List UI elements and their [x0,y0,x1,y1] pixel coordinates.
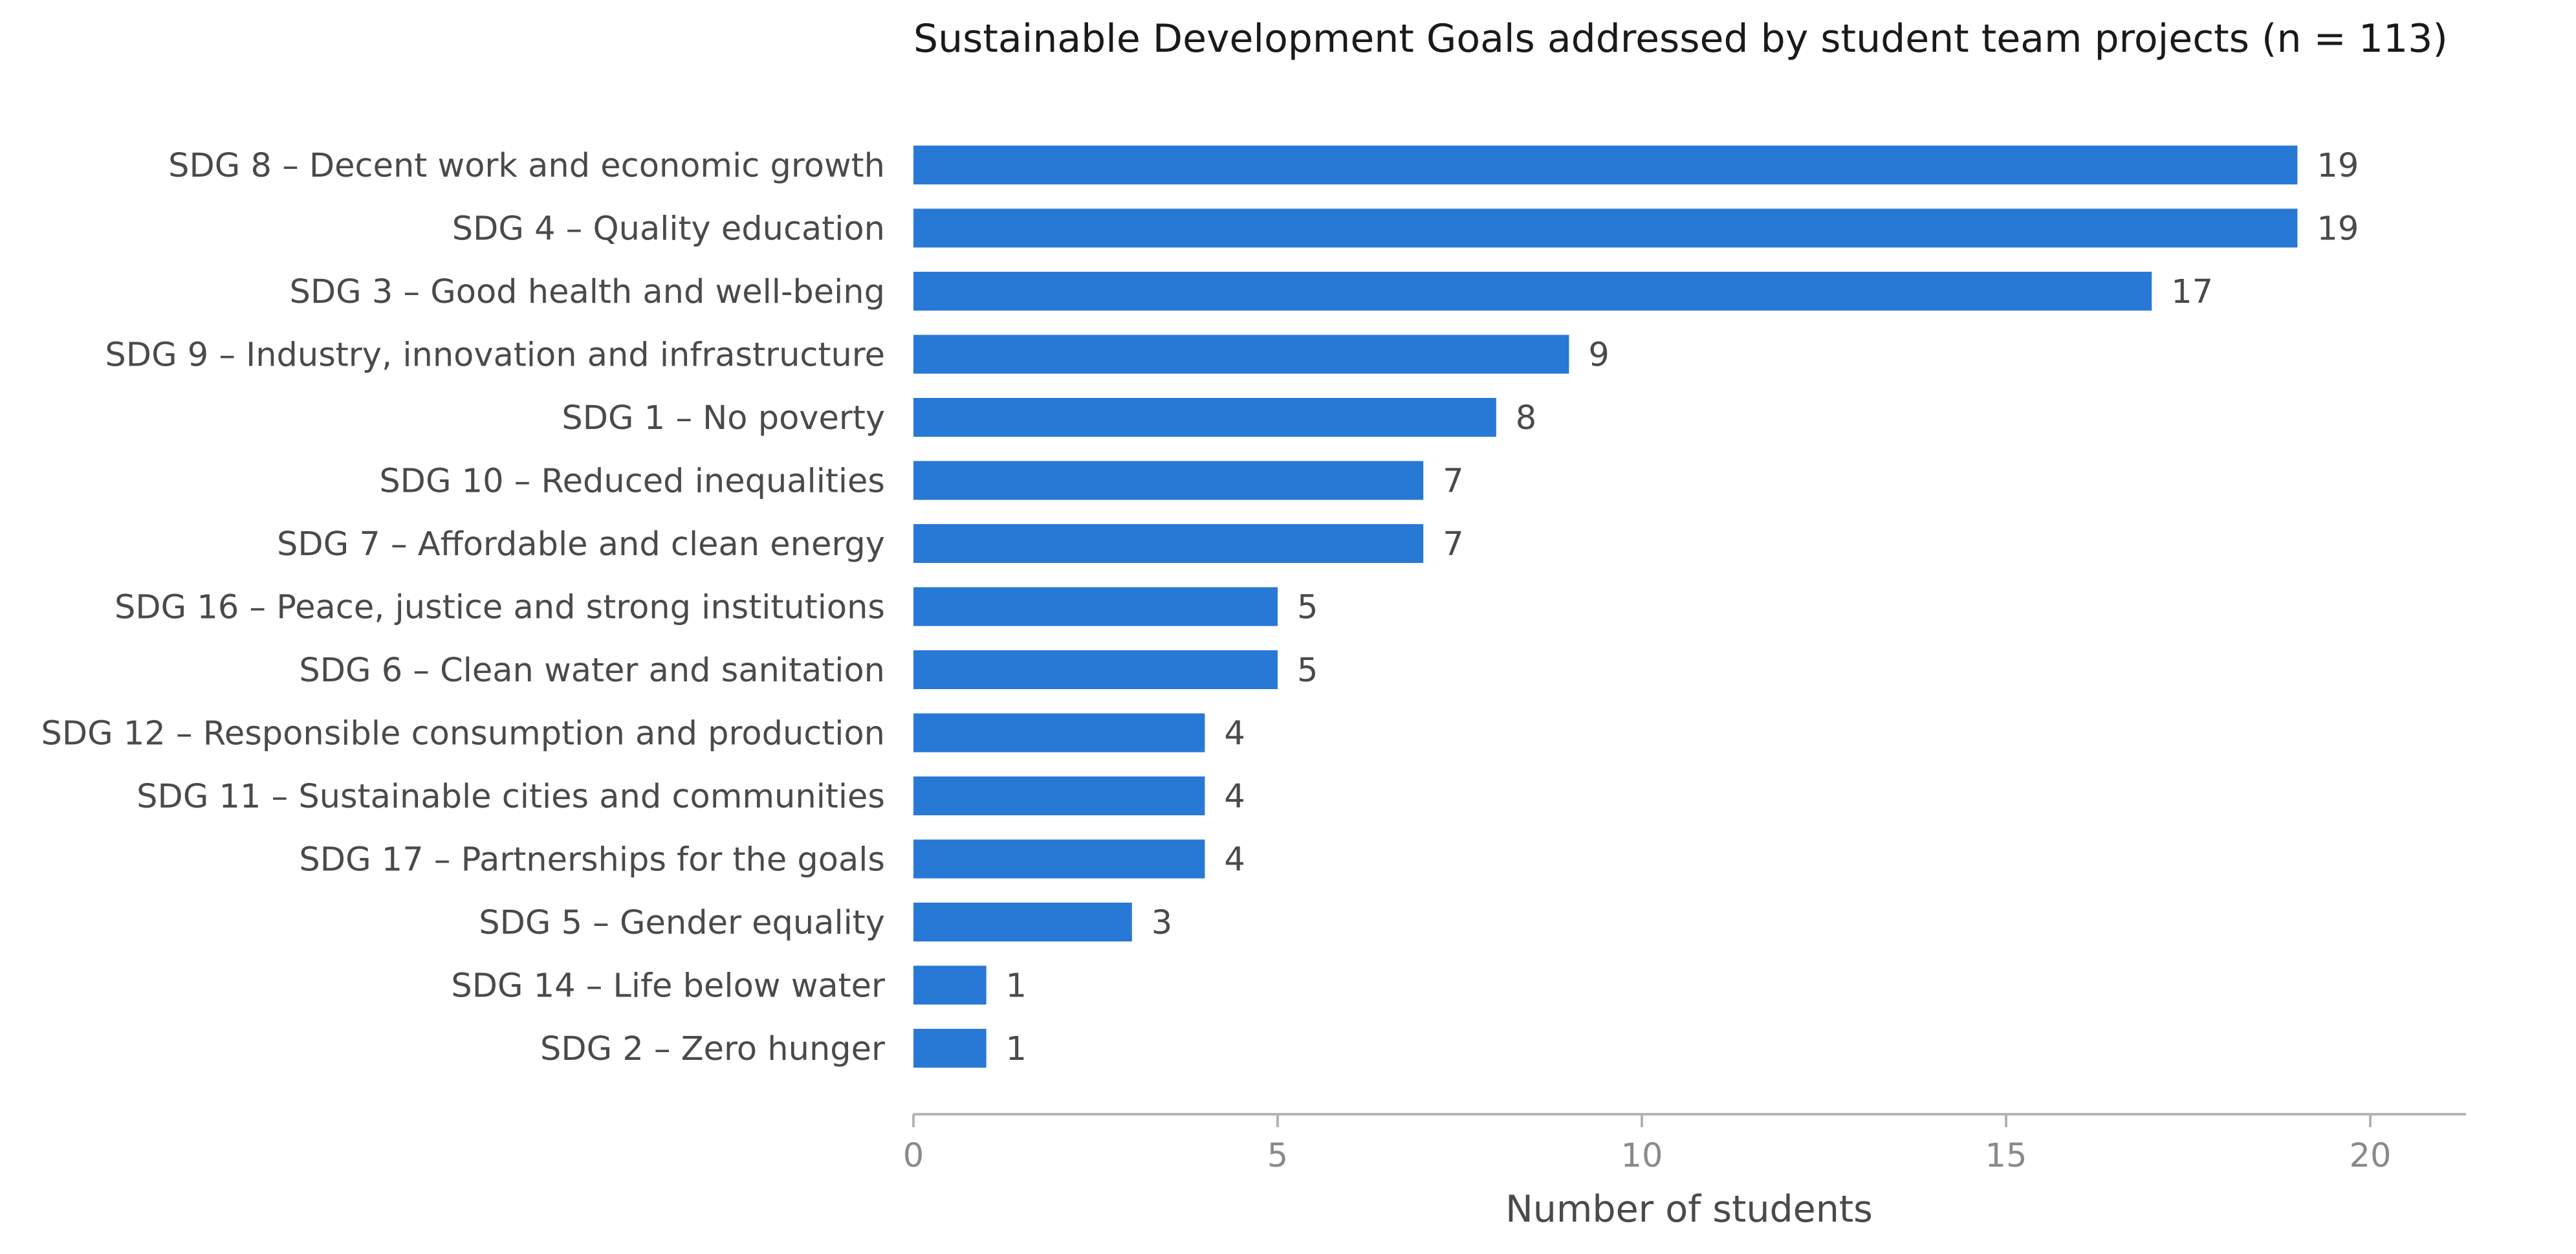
bar [913,965,987,1005]
category-label: SDG 16 – Peace, justice and strong insti… [115,589,885,627]
category-label: SDG 1 – No poverty [562,399,885,437]
bar [913,903,1132,941]
value-label: 7 [1443,463,1463,501]
category-label: SDG 10 – Reduced inequalities [379,463,885,501]
category-label: SDG 3 – Good health and well-being [289,273,885,311]
bar [913,839,1205,879]
category-label: SDG 14 – Life below water [451,967,885,1006]
bar [913,587,1278,626]
value-label: 5 [1297,589,1318,627]
category-label: SDG 4 – Quality education [452,210,885,248]
bar [913,272,2152,311]
x-tick-label: 15 [1985,1137,2027,1175]
value-label: 4 [1224,715,1245,753]
bar [913,713,1205,753]
bar [913,461,1424,500]
category-label: SDG 8 – Decent work and economic growth [168,147,885,185]
bar [913,1029,987,1068]
category-label: SDG 12 – Responsible consumption and pro… [41,715,885,753]
x-tick-label: 0 [903,1137,924,1175]
category-label: SDG 5 – Gender equality [479,904,885,942]
bar [913,398,1496,437]
x-axis-title: Number of students [1505,1188,1873,1231]
x-tick-label: 10 [1621,1137,1663,1175]
x-tick-label: 5 [1267,1137,1288,1175]
value-label: 7 [1443,525,1463,564]
value-label: 9 [1588,336,1609,375]
x-axis-ticks-group: 0 5 10 15 20 [903,1114,2392,1175]
value-label: 4 [1224,778,1245,816]
value-label: 1 [1006,967,1027,1006]
category-label: SDG 6 – Clean water and sanitation [299,652,885,690]
category-label: SDG 11 – Sustainable cities and communit… [136,778,885,816]
bar [913,146,2298,184]
category-label: SDG 2 – Zero hunger [540,1030,885,1068]
value-label: 4 [1224,841,1245,879]
bar [913,524,1424,563]
value-label: 3 [1152,904,1172,942]
category-label: SDG 7 – Affordable and clean energy [277,525,885,564]
value-label: 17 [2171,273,2213,311]
category-label: SDG 17 – Partnerships for the goals [299,841,885,879]
x-tick-label: 20 [2350,1137,2392,1175]
category-label: SDG 9 – Industry, innovation and infrast… [105,336,885,375]
value-label: 19 [2317,147,2359,185]
category-labels-group: SDG 8 – Decent work and economic growth S… [41,147,886,1068]
value-labels-group: 19 19 17 9 8 7 7 5 5 4 4 4 3 1 1 [1006,147,2359,1068]
chart-title: Sustainable Development Goals addressed … [913,16,2448,61]
value-label: 8 [1516,399,1536,437]
bar [913,335,1569,374]
bar [913,650,1278,689]
bar [913,208,2298,248]
value-label: 5 [1297,652,1318,690]
value-label: 1 [1006,1030,1027,1068]
bars-group [913,146,2298,1068]
bar [913,776,1205,815]
value-label: 19 [2317,210,2359,248]
